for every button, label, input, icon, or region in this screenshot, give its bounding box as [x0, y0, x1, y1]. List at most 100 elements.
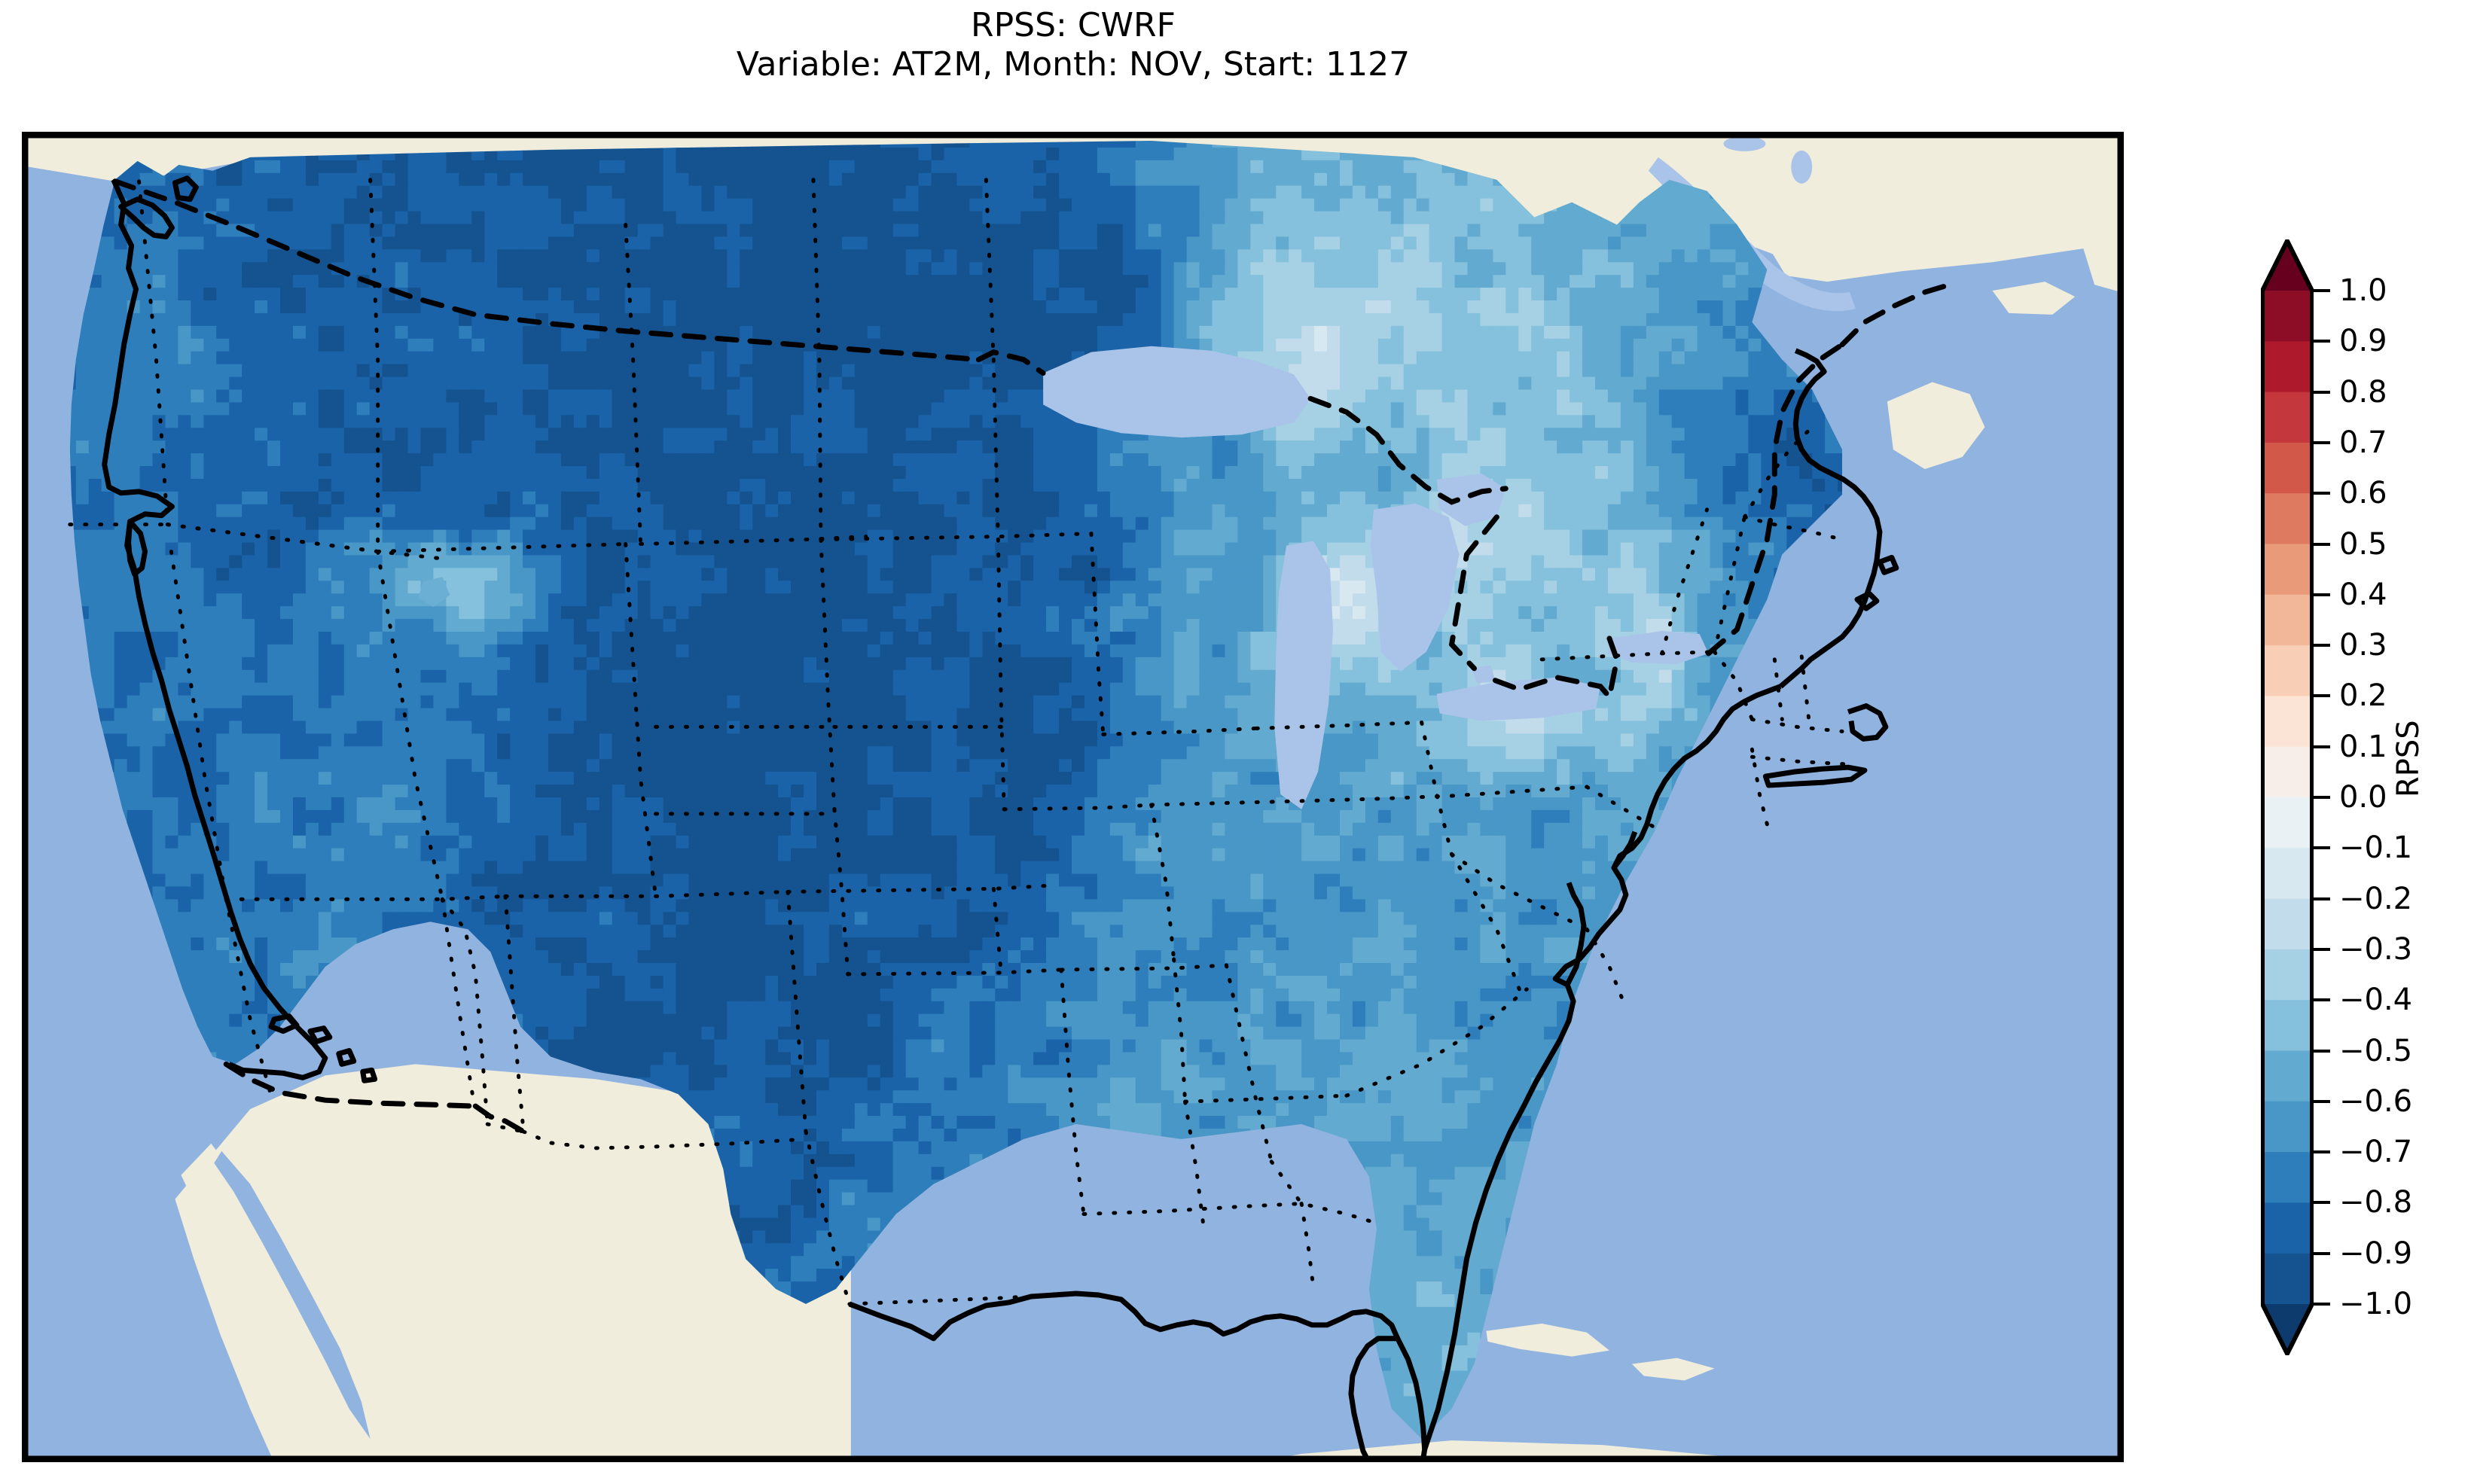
grid-cell [854, 465, 868, 480]
grid-cell [242, 338, 255, 352]
grid-cell [1033, 415, 1047, 428]
grid-cell [752, 236, 766, 250]
grid-cell [1403, 364, 1417, 378]
grid-cell [1122, 236, 1136, 250]
grid-cell [1199, 465, 1213, 480]
grid-cell [191, 428, 204, 441]
grid-cell [216, 440, 230, 454]
grid-cell [471, 376, 485, 390]
grid-cell [1161, 262, 1175, 276]
grid-cell [1327, 453, 1341, 467]
grid-cell [1658, 236, 1673, 250]
grid-cell [1301, 465, 1315, 480]
grid-cell [1416, 224, 1430, 237]
grid-cell [1607, 389, 1621, 403]
grid-cell [956, 300, 970, 314]
grid-cell [688, 262, 702, 276]
grid-cell [1148, 172, 1162, 187]
grid-cell [407, 402, 421, 416]
grid-cell [1377, 325, 1392, 340]
grid-cell [1237, 147, 1251, 161]
grid-cell [1225, 478, 1238, 492]
grid-cell [216, 402, 230, 416]
grid-cell [152, 389, 166, 403]
grid-cell [560, 364, 575, 378]
grid-cell [1020, 376, 1034, 390]
grid-cell [318, 275, 332, 288]
grid-cell [905, 236, 920, 250]
grid-cell [318, 185, 332, 200]
grid-cell [497, 325, 511, 340]
grid-cell [1531, 453, 1545, 467]
grid-cell [369, 351, 383, 365]
grid-cell [727, 376, 740, 390]
grid-cell [727, 160, 740, 174]
grid-cell [1570, 478, 1583, 492]
grid-cell [191, 300, 204, 314]
grid-cell [1199, 300, 1213, 314]
grid-cell [1607, 402, 1621, 416]
grid-cell [599, 236, 613, 250]
grid-cell [267, 312, 281, 327]
grid-cell [867, 453, 881, 467]
grid-cell [1072, 491, 1085, 505]
grid-cell [1697, 465, 1711, 480]
grid-cell [714, 376, 728, 390]
grid-cell [560, 465, 575, 480]
grid-cell [1429, 415, 1443, 428]
grid-cell [1620, 300, 1634, 314]
grid-cell [484, 211, 498, 224]
grid-cell [1480, 288, 1493, 301]
grid-cell [471, 262, 485, 276]
grid-cell [356, 198, 371, 212]
grid-cell [791, 478, 804, 492]
grid-cell [242, 172, 255, 187]
grid-cell [88, 300, 102, 314]
grid-cell [255, 517, 268, 531]
grid-cell [420, 428, 434, 441]
grid-cell [1365, 300, 1379, 314]
grid-cell [548, 402, 562, 416]
grid-cell [637, 402, 651, 416]
grid-cell [714, 389, 728, 403]
grid-cell [1122, 172, 1136, 187]
grid-cell [510, 453, 523, 467]
grid-cell [101, 224, 115, 237]
grid-cell [510, 415, 523, 428]
grid-cell [1671, 440, 1685, 454]
grid-cell [1595, 351, 1609, 365]
grid-cell [1403, 428, 1417, 441]
grid-cell [586, 249, 600, 263]
grid-cell [497, 440, 511, 454]
grid-cell [573, 198, 587, 212]
grid-cell [242, 275, 255, 288]
grid-cell [548, 504, 562, 518]
grid-cell [931, 198, 944, 212]
grid-cell [740, 491, 753, 505]
grid-cell [1301, 504, 1315, 518]
grid-cell [446, 185, 459, 200]
grid-cell [778, 236, 792, 250]
grid-cell [573, 262, 587, 276]
grid-cell [1697, 389, 1711, 403]
grid-cell [995, 453, 1008, 467]
grid-cell [1314, 364, 1328, 378]
grid-cell [1072, 172, 1085, 187]
grid-cell [1493, 465, 1506, 480]
grid-cell [841, 198, 856, 212]
grid-cell [995, 147, 1008, 161]
grid-cell [1429, 376, 1443, 390]
grid-cell [1148, 160, 1162, 174]
grid-cell [931, 262, 944, 276]
grid-cell [1429, 185, 1443, 200]
grid-cell [1518, 491, 1532, 505]
grid-cell [127, 465, 141, 480]
grid-cell [420, 491, 434, 505]
grid-cell [484, 224, 498, 237]
grid-cell [152, 376, 166, 390]
grid-cell [343, 491, 358, 505]
grid-cell [548, 288, 562, 301]
grid-cell [356, 249, 371, 263]
grid-cell [497, 288, 511, 301]
grid-cell [1161, 198, 1175, 212]
